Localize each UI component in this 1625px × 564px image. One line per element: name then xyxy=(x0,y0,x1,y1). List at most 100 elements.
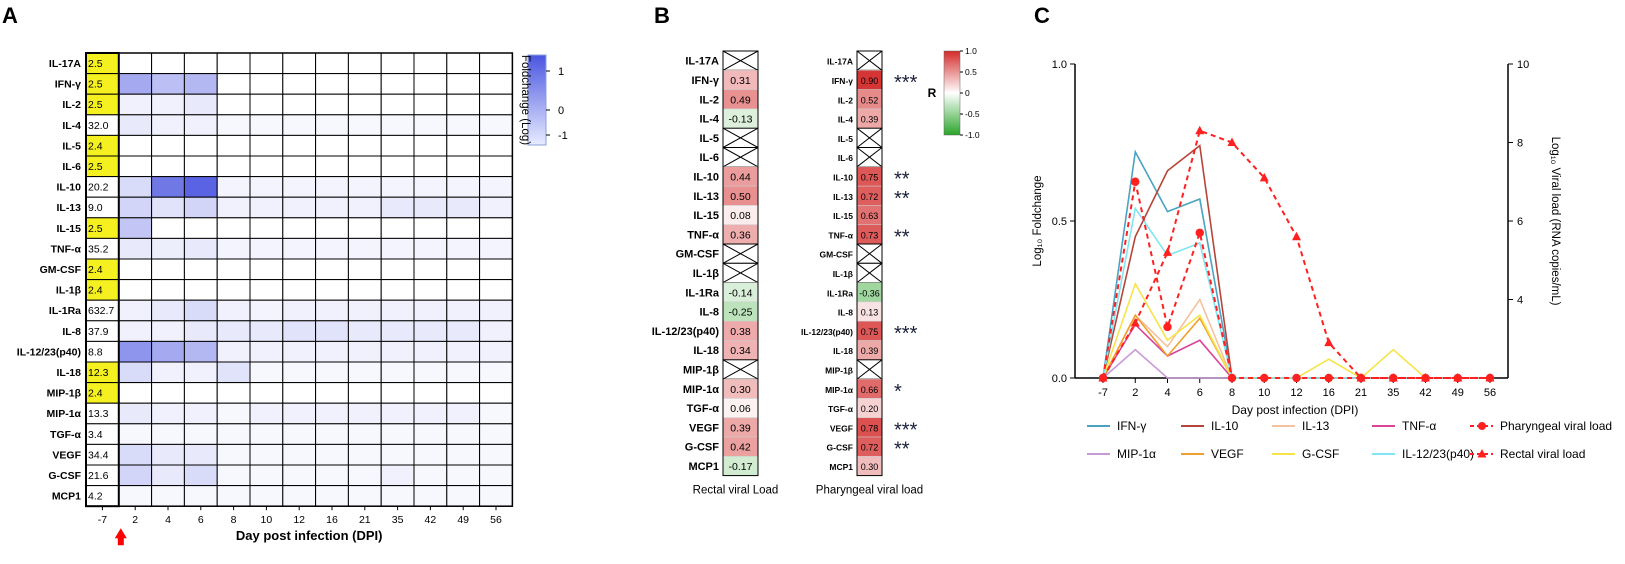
x-tick-label: 35 xyxy=(1387,387,1399,399)
cross-mark xyxy=(722,127,759,148)
heatmap-cell xyxy=(380,258,415,281)
correlation-value: 0.90 xyxy=(861,76,879,86)
heatmap-cell xyxy=(118,320,153,342)
cross-mark xyxy=(856,50,883,71)
heatmap-cell xyxy=(183,464,218,487)
data-point-triangle xyxy=(1195,125,1205,135)
heatmap-cell xyxy=(347,114,382,136)
colorbar-label: R xyxy=(928,86,937,100)
y2-tick-label: 4 xyxy=(1517,295,1523,307)
x-tick-label: 16 xyxy=(1323,387,1335,399)
panel-a-heatmap: 2.5 IL-17A 2.5 IFN-γ 2.5 IL-2 32.0 IL-4 2.4 IL-5 2… xyxy=(17,52,568,546)
row-label: TNF-α xyxy=(51,243,82,255)
heatmap-cell xyxy=(413,402,448,425)
data-point-circle xyxy=(1292,373,1301,383)
row-label: IL-18 xyxy=(56,367,81,379)
baseline-value-label: 3.4 xyxy=(88,429,103,441)
heatmap-cell xyxy=(413,176,448,198)
heatmap-cell xyxy=(183,402,218,425)
y2-tick-label: 10 xyxy=(1517,59,1529,71)
heatmap-cell xyxy=(282,382,317,404)
colorbar xyxy=(527,54,547,146)
series-line xyxy=(1102,348,1490,379)
heatmap-cell xyxy=(413,443,448,466)
row-label: IL-15 xyxy=(833,211,853,221)
heatmap-cell xyxy=(249,382,284,404)
heatmap-cell xyxy=(118,340,153,363)
heatmap-cell xyxy=(282,176,317,198)
x-tick-label: 21 xyxy=(359,514,371,526)
heatmap-cell xyxy=(183,485,218,507)
row-label: IL-5 xyxy=(838,134,853,144)
heatmap-cell xyxy=(479,196,513,219)
heatmap-cell xyxy=(118,237,153,260)
heatmap-cell xyxy=(413,196,448,219)
heatmap-cell xyxy=(380,217,415,239)
heatmap-cell xyxy=(315,361,349,384)
heatmap-cell xyxy=(446,464,481,487)
series-line xyxy=(1102,313,1490,379)
heatmap-cell xyxy=(118,196,153,219)
heatmap-cell xyxy=(347,320,382,342)
heatmap-cell xyxy=(216,423,251,445)
heatmap-cell xyxy=(183,73,218,95)
heatmap-cell xyxy=(413,361,448,384)
correlation-value: 0.73 xyxy=(861,230,879,240)
heatmap-cell xyxy=(446,423,481,445)
heatmap-cell xyxy=(347,237,382,260)
heatmap-cell xyxy=(315,258,349,281)
heatmap-cell xyxy=(413,320,448,342)
heatmap-cell xyxy=(315,279,349,301)
heatmap-cell xyxy=(347,93,382,116)
baseline-value-label: 20.2 xyxy=(88,182,109,194)
cross-mark xyxy=(856,359,883,380)
heatmap-cell xyxy=(118,52,153,75)
legend-label: IL-12/23(p40) xyxy=(1402,447,1474,461)
heatmap-cell xyxy=(282,299,317,322)
legend-label: IFN-γ xyxy=(1117,419,1146,433)
heatmap-cell xyxy=(413,258,448,281)
data-point-triangle xyxy=(1453,373,1463,382)
heatmap-cell xyxy=(413,52,448,75)
heatmap-cell xyxy=(347,423,382,445)
x-tick-label: 42 xyxy=(425,514,437,526)
heatmap-cell xyxy=(446,361,481,384)
heatmap-cell xyxy=(216,443,251,466)
baseline-value-label: 2.5 xyxy=(88,161,103,173)
row-label: IL-17A xyxy=(685,56,719,68)
baseline-value-label: 8.8 xyxy=(88,346,103,358)
heatmap-cell xyxy=(315,114,349,136)
heatmap-cell xyxy=(282,114,317,136)
y2-axis-label: Log₁₀ Viral load (RNA copies/mL) xyxy=(1549,137,1561,306)
baseline-value-label: 632.7 xyxy=(88,305,114,317)
heatmap-cell xyxy=(347,340,382,363)
heatmap-cell xyxy=(151,485,185,507)
data-point-triangle xyxy=(1163,247,1172,256)
heatmap-cell xyxy=(446,176,481,198)
row-label: IL-2 xyxy=(838,95,853,105)
row-label: IL-4 xyxy=(838,115,853,125)
colorbar-tick-label: 0 xyxy=(558,105,564,117)
data-point-triangle xyxy=(1356,373,1366,382)
correlation-value: 0.72 xyxy=(861,192,879,202)
heatmap-cell xyxy=(347,402,382,425)
baseline-value-label: 37.9 xyxy=(88,326,109,338)
row-label: IFN-γ xyxy=(692,75,720,87)
heatmap-cell xyxy=(479,279,513,301)
baseline-value-label: 21.6 xyxy=(88,470,109,482)
legend-marker-triangle xyxy=(1477,449,1487,458)
correlation-value: 0.38 xyxy=(730,326,751,338)
series-line xyxy=(1102,323,1490,379)
heatmap-cell xyxy=(282,217,317,239)
heatmap-cell xyxy=(216,176,251,198)
correlation-value: 0.30 xyxy=(730,384,751,396)
heatmap-cell xyxy=(183,423,218,445)
data-point-triangle xyxy=(1485,373,1495,382)
heatmap-cell xyxy=(118,73,153,95)
cross-mark xyxy=(722,50,759,71)
heatmap-cell xyxy=(380,443,415,466)
row-label: IL-4 xyxy=(699,114,719,126)
heatmap-cell xyxy=(347,361,382,384)
heatmap-cell xyxy=(183,176,218,198)
correlation-value: 0.20 xyxy=(861,404,879,414)
